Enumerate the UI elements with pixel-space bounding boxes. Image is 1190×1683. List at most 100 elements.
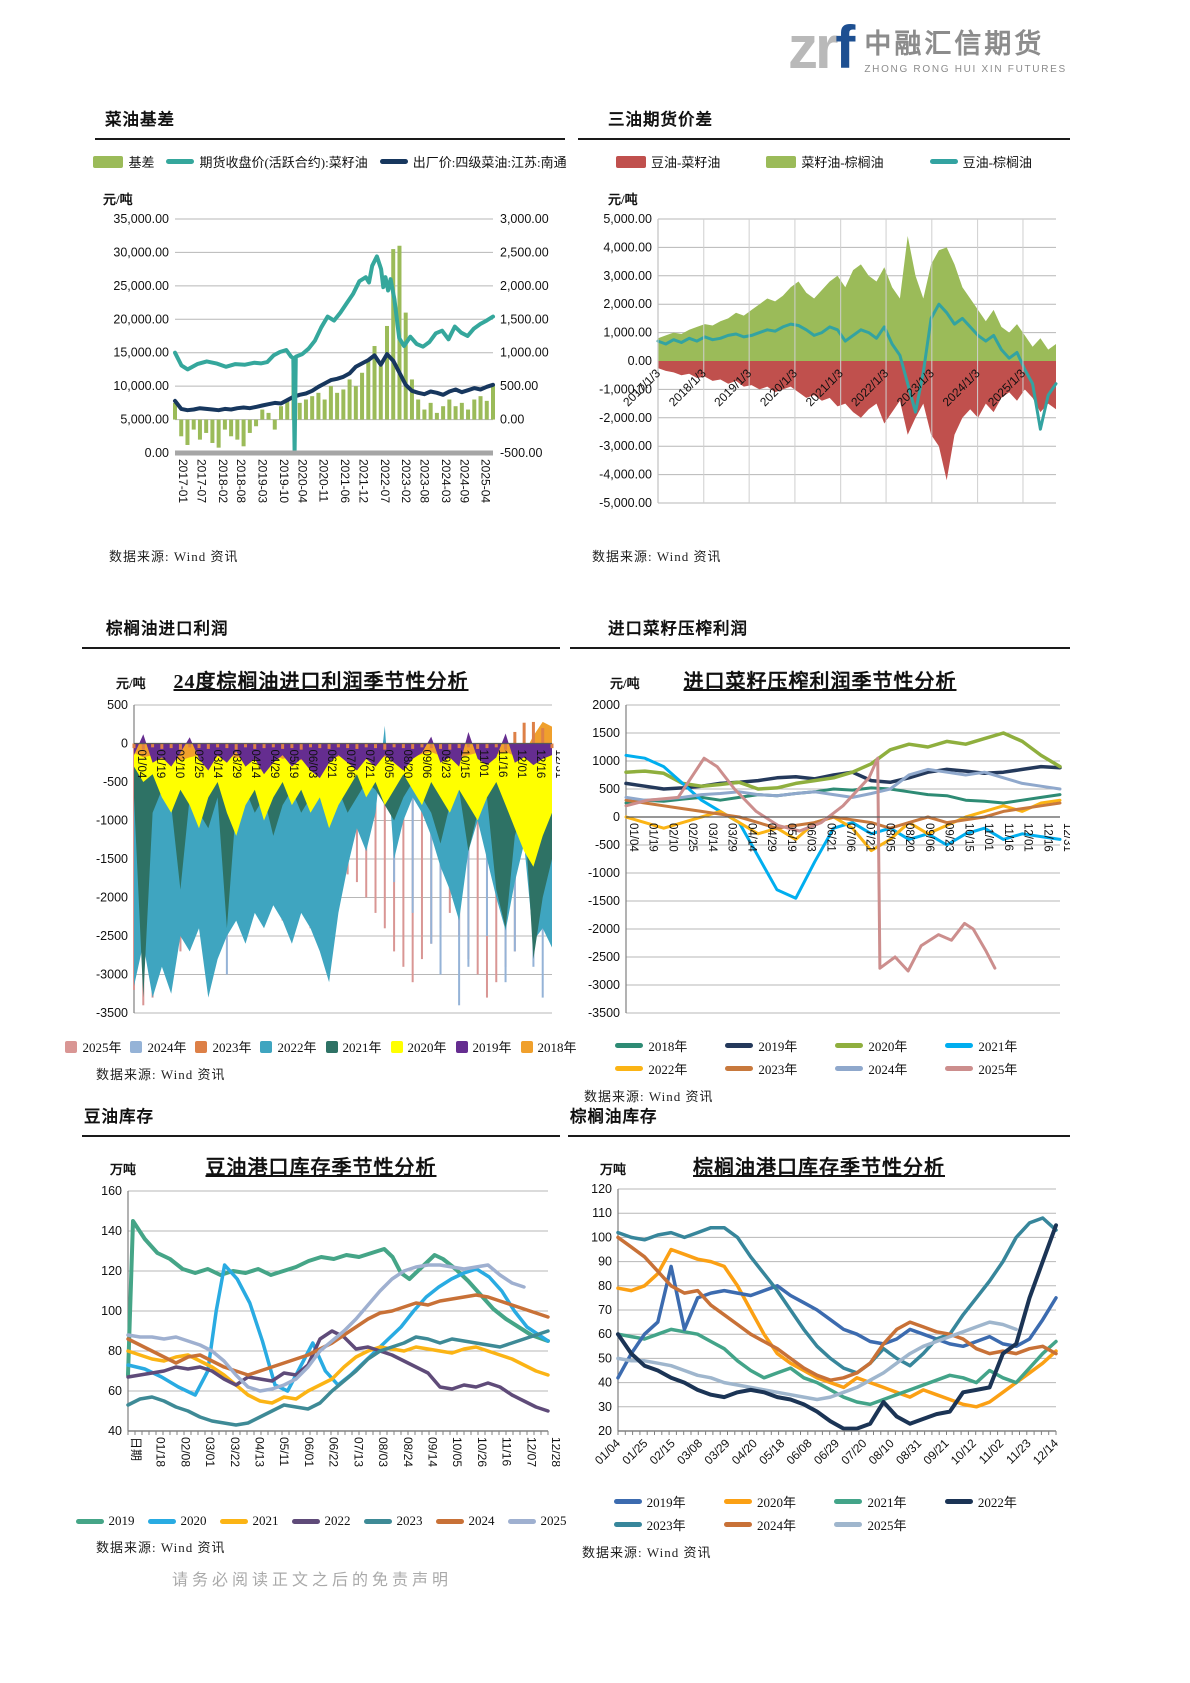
legend-label: 2021年: [342, 1040, 382, 1055]
svg-text:01/19: 01/19: [647, 823, 659, 852]
svg-text:-3500: -3500: [588, 1006, 620, 1020]
svg-text:-3500: -3500: [96, 1006, 128, 1020]
svg-text:09/21: 09/21: [920, 1436, 951, 1467]
svg-text:09/06: 09/06: [420, 750, 432, 779]
legend-label: 2021年: [867, 1495, 907, 1510]
svg-text:10/12: 10/12: [948, 1436, 979, 1467]
section-title: 棕榈油进口利润: [82, 612, 560, 649]
svg-text:3,000.00: 3,000.00: [603, 269, 652, 283]
legend-item: 2019年: [455, 1037, 512, 1056]
svg-text:06/29: 06/29: [811, 1436, 842, 1467]
brand-name-cn: 中融汇信期货: [864, 28, 1045, 59]
legend-label: 2019: [108, 1513, 135, 1528]
svg-text:06/01: 06/01: [302, 1437, 316, 1467]
legend-marker: [219, 1518, 248, 1524]
footer-disclaimer: 请务必阅读正文之后的免责声明: [172, 1572, 453, 1589]
svg-text:05/11: 05/11: [277, 1437, 291, 1466]
svg-text:04/14: 04/14: [249, 750, 261, 779]
svg-text:25,000.00: 25,000.00: [113, 279, 169, 293]
svg-text:60: 60: [598, 1327, 612, 1341]
svg-text:0.00: 0.00: [500, 413, 524, 427]
legend-marker: [945, 1066, 974, 1071]
legend-label: 2023: [396, 1513, 423, 1528]
svg-text:-2000: -2000: [588, 922, 620, 936]
legend-label: 基差: [128, 155, 155, 170]
svg-text:-5,000.00: -5,000.00: [599, 496, 652, 510]
legend-label: 2024年: [868, 1062, 908, 1077]
legend-marker: [835, 1066, 864, 1071]
palm-oil-import-profit-chart: 500 0 -500 -1000 -1500 -2000 -2500 -3000 -3500 01…: [82, 697, 565, 1032]
soybean-oil-inventory-chart: 160 140 120 100 80 60 40 日期 01/18 02/08 03/01 03/22…: [82, 1183, 563, 1508]
rapeseed-crush-margin-section: 进口菜籽压榨利润 元/吨 进口菜籽压榨利润季节性分析 2000 1500 1000 50…: [570, 612, 1073, 1105]
legend-marker: [379, 159, 408, 164]
legend-label: 2022年: [977, 1495, 1017, 1510]
svg-text:2020-04: 2020-04: [295, 459, 309, 503]
svg-text:80: 80: [108, 1344, 122, 1358]
three-oils-spread-chart: 5,000.00 4,000.00 3,000.00 2,000.00 1,000.00…: [578, 212, 1070, 538]
legend-marker: [834, 1499, 863, 1504]
svg-text:09/23: 09/23: [943, 823, 955, 852]
logo-zr-letters: zr: [788, 14, 838, 81]
svg-text:05/19: 05/19: [287, 750, 299, 779]
svg-text:09/23: 09/23: [439, 750, 451, 779]
legend-label: 2025年: [82, 1040, 122, 1055]
legend-marker: [291, 1518, 320, 1524]
rapeseed-oil-basis-chart: 35,000.00 3,000.00 30,000.00 2,500.00 25,000…: [95, 212, 565, 538]
legend-marker: [195, 1040, 208, 1053]
svg-text:06/08: 06/08: [784, 1436, 815, 1467]
legend-label: 2020: [180, 1513, 207, 1528]
legend-marker: [929, 159, 958, 164]
legend-item: 2025年: [834, 1515, 929, 1534]
svg-text:500: 500: [599, 782, 620, 796]
legend-label: 2023年: [646, 1518, 686, 1533]
legend-item: 2022年: [615, 1059, 710, 1078]
svg-text:2017-01: 2017-01: [176, 459, 190, 503]
legend-item: 2019: [75, 1513, 135, 1529]
svg-text:140: 140: [101, 1224, 122, 1238]
chart-title: 进口菜籽压榨利润季节性分析: [683, 671, 957, 693]
chart-title: 24度棕榈油进口利润季节性分析: [173, 671, 469, 693]
legend-item: 2024年: [130, 1037, 186, 1056]
legend-label: 期货收盘价(活跃合约):菜籽油: [199, 155, 368, 170]
svg-text:12/07: 12/07: [524, 1437, 538, 1467]
svg-text:1500: 1500: [592, 726, 620, 740]
svg-text:05/19: 05/19: [785, 823, 797, 852]
svg-text:08/20: 08/20: [903, 823, 915, 852]
svg-text:07/13: 07/13: [351, 1437, 365, 1467]
svg-text:03/29: 03/29: [230, 750, 242, 779]
legend-label: 菜籽油-棕榈油: [801, 155, 884, 170]
svg-text:2020-11: 2020-11: [317, 459, 331, 502]
svg-text:06/03: 06/03: [805, 823, 817, 852]
legend-label: 豆油-棕榈油: [962, 155, 1033, 170]
legend-label: 2020年: [407, 1040, 447, 1055]
legend-item: 2021年: [325, 1037, 382, 1056]
section-title: 三油期货价差: [578, 103, 1070, 140]
legend-label: 2025: [540, 1513, 567, 1528]
legend-marker: [363, 1518, 392, 1524]
brand-name-en: ZHONG RONG HUI XIN FUTURES: [864, 63, 1067, 75]
svg-text:03/29: 03/29: [726, 823, 738, 852]
svg-text:2019-03: 2019-03: [256, 459, 270, 503]
svg-text:50: 50: [598, 1351, 612, 1365]
svg-text:2018-08: 2018-08: [234, 459, 248, 503]
svg-text:100: 100: [591, 1230, 612, 1244]
legend-marker: [260, 1040, 273, 1053]
legend-label: 2022: [324, 1513, 351, 1528]
legend-marker: [166, 159, 195, 164]
legend-label: 2024: [468, 1513, 495, 1528]
svg-text:06/21: 06/21: [325, 750, 337, 779]
legend-marker: [725, 1066, 754, 1071]
legend-label: 2023年: [758, 1062, 798, 1077]
svg-text:500: 500: [107, 698, 128, 712]
svg-text:06/21: 06/21: [824, 823, 836, 852]
legend-label: 豆油-菜籽油: [650, 155, 721, 170]
svg-text:2000: 2000: [592, 698, 620, 712]
axis-unit-label: 元/吨: [608, 192, 638, 207]
legend-item: 2024年: [835, 1059, 930, 1078]
svg-text:02/15: 02/15: [647, 1436, 678, 1467]
data-source: 数据来源: Wind 资讯: [96, 1067, 226, 1082]
axis-unit-label: 万吨: [600, 1162, 627, 1177]
svg-text:0: 0: [613, 810, 620, 824]
svg-text:1,000.00: 1,000.00: [603, 326, 652, 340]
svg-text:2017-07: 2017-07: [194, 459, 208, 503]
